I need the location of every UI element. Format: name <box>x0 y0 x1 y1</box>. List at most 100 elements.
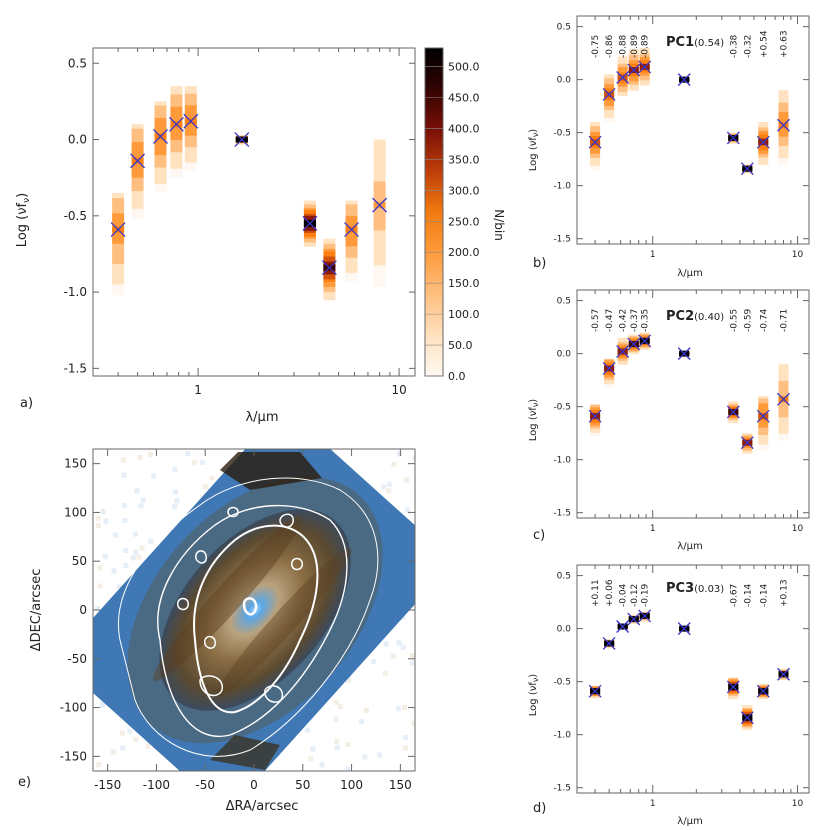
density-cell <box>778 420 789 425</box>
noise-pixel <box>345 741 351 747</box>
density-cell <box>778 136 789 141</box>
density-cell <box>742 172 753 174</box>
density-cell <box>758 398 769 402</box>
density-cell <box>758 153 769 157</box>
density-cell <box>628 86 639 89</box>
panel-label: b) <box>533 256 546 271</box>
density-cell <box>758 122 769 125</box>
density-cell <box>778 437 789 441</box>
density-cell <box>728 695 739 698</box>
density-cell <box>131 173 144 179</box>
density-cell <box>758 427 769 431</box>
density-cell <box>373 237 386 245</box>
density-cell <box>345 257 358 263</box>
density-cell <box>184 101 197 106</box>
y-tick-label: 50 <box>72 554 87 568</box>
density-cell <box>590 161 601 165</box>
y-tick-label: 0.0 <box>557 350 572 360</box>
density-cell <box>628 336 639 338</box>
density-cell <box>742 726 753 728</box>
density-cell <box>617 86 628 89</box>
density-cell <box>728 682 739 685</box>
density-cell <box>617 362 628 364</box>
x-axis-label: λ/μm <box>677 268 702 279</box>
density-cell <box>628 53 639 56</box>
pc-variance: (0.03) <box>694 584 724 595</box>
density-cell <box>184 150 197 156</box>
density-cell <box>639 335 650 338</box>
density-cell <box>778 108 789 113</box>
y-tick-label: 0.5 <box>557 23 571 33</box>
density-cell <box>758 400 769 404</box>
density-cell <box>154 159 167 164</box>
density-cell <box>742 710 753 712</box>
density-cell <box>628 84 639 88</box>
density-cell <box>373 230 386 238</box>
density-cell <box>758 684 769 686</box>
density-cell <box>604 376 615 378</box>
density-cell <box>758 152 769 155</box>
panel-label: a) <box>20 396 33 411</box>
density-cell <box>742 450 753 453</box>
density-cell <box>323 274 336 278</box>
density-cell <box>303 204 316 207</box>
pc-coefficient: -0.75 <box>591 35 601 58</box>
density-cell <box>604 381 615 384</box>
density-cell <box>742 434 753 437</box>
density-cell <box>303 215 316 219</box>
x-tick-label: 10 <box>792 250 804 260</box>
density-cell <box>758 150 769 153</box>
sed-point-marker <box>627 612 641 626</box>
density-cell <box>604 372 615 375</box>
density-cell <box>639 347 650 349</box>
density-cell <box>345 261 358 266</box>
density-cell <box>628 81 639 84</box>
density-cell <box>617 345 628 348</box>
noise-pixel <box>412 455 415 461</box>
y-tick-label: -1.5 <box>553 235 571 245</box>
density-cell <box>742 724 753 726</box>
density-cell <box>590 418 601 421</box>
density-cell <box>728 419 739 422</box>
density-cell <box>617 359 628 362</box>
density-cell <box>590 126 601 129</box>
colorbar-label: N/bin <box>492 209 506 241</box>
density-cell <box>639 55 650 58</box>
density-cell <box>154 179 167 185</box>
y-axis-label: Log (νfν) <box>528 129 540 172</box>
y-tick-label: 0.0 <box>557 625 572 635</box>
density-cell <box>170 148 183 153</box>
density-columns <box>112 86 386 301</box>
density-cell <box>628 56 639 59</box>
noise-pixel <box>121 457 127 463</box>
density-cell <box>112 269 125 275</box>
panel-c-pc2: 0.50.0-0.5-1.0-1.51 10 -0.57 -0.47 -0.42 -0.… <box>528 289 810 552</box>
noise-pixel <box>310 746 316 752</box>
density-cell <box>617 84 628 88</box>
density-cell <box>131 142 144 148</box>
noise-pixel <box>345 766 351 771</box>
sed-point-marker <box>740 436 754 450</box>
pc-title: PC2(0.40) <box>666 309 724 324</box>
noise-pixel <box>402 704 408 710</box>
colorbar-tick-label: 0.0 <box>448 370 466 383</box>
density-cell <box>345 253 358 259</box>
density-cell <box>742 446 753 448</box>
y-axis-label: Log (νfν) <box>528 399 540 442</box>
density-cell <box>604 358 615 361</box>
density-columns <box>590 47 789 174</box>
x-tick-label: 1 <box>194 383 202 397</box>
density-cell <box>728 695 739 697</box>
density-cell <box>604 120 615 123</box>
density-cell <box>604 112 615 115</box>
sed-point-marker <box>677 347 691 361</box>
pc-title: PC3(0.03) <box>666 581 724 596</box>
colorbar: 0.0 50.0 100.0 150.0 200.0 250.0 300.0 350.0 400… <box>424 47 506 383</box>
noise-pixel <box>308 756 314 762</box>
density-cell <box>742 707 753 709</box>
density-cell <box>170 94 183 100</box>
density-cell <box>112 264 125 270</box>
density-cell <box>323 253 336 257</box>
noise-pixel <box>151 473 157 479</box>
density-cell <box>112 198 125 204</box>
